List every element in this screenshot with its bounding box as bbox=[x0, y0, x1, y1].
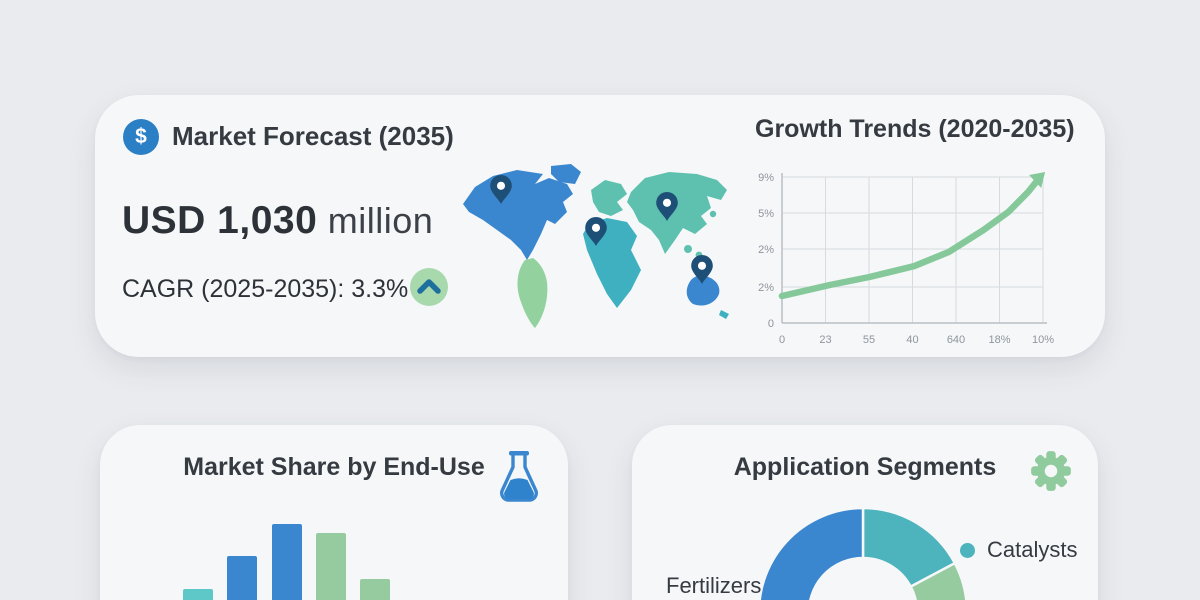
cagr-row: CAGR (2025-2035): 3.3% bbox=[122, 268, 448, 306]
svg-text:640: 640 bbox=[947, 334, 965, 346]
continent-north-america bbox=[463, 170, 573, 260]
cagr-label: CAGR (2025-2035): 3.3% bbox=[122, 275, 409, 303]
flask-icon bbox=[500, 451, 538, 502]
market-share-title: Market Share by End-Use bbox=[183, 453, 485, 481]
map-pin-asia bbox=[656, 191, 678, 221]
dollar-icon: $ bbox=[123, 119, 159, 155]
svg-text:5%: 5% bbox=[758, 208, 774, 220]
end-use-bar-5 bbox=[360, 578, 391, 600]
continent-asia bbox=[627, 172, 727, 254]
svg-text:0: 0 bbox=[779, 334, 785, 346]
end-use-bar-2 bbox=[227, 556, 258, 600]
legend-label-fertilizers: Fertilizers bbox=[666, 573, 762, 598]
map-pin-africa bbox=[585, 216, 607, 246]
legend-label-catalysts: Catalysts bbox=[987, 537, 1078, 562]
legend-item-fertilizers: Fertilizers bbox=[666, 573, 789, 599]
application-segments-title: Application Segments bbox=[733, 453, 997, 481]
map-pin-north-america bbox=[490, 174, 512, 204]
market-forecast-card: $ Market Forecast (2035) USD 1,030 milli… bbox=[95, 95, 1105, 357]
svg-text:23: 23 bbox=[819, 334, 831, 346]
chevron-up-icon bbox=[417, 279, 441, 294]
application-segments-card: Application Segments Fertilizers Catalys… bbox=[632, 425, 1098, 600]
forecast-value: USD 1,030 million bbox=[122, 199, 433, 243]
greenland bbox=[551, 164, 581, 184]
svg-text:2%: 2% bbox=[758, 282, 774, 294]
forecast-value-unit: million bbox=[317, 200, 434, 241]
svg-text:9%: 9% bbox=[758, 172, 774, 184]
dollar-glyph: $ bbox=[135, 125, 147, 148]
island-japan bbox=[709, 210, 717, 218]
svg-text:55: 55 bbox=[863, 334, 875, 346]
donut-segment-fertilizers bbox=[758, 507, 865, 600]
svg-text:0: 0 bbox=[768, 318, 774, 330]
forecast-value-amount: USD 1,030 bbox=[122, 199, 318, 242]
donut-segment-other-1 bbox=[908, 561, 968, 600]
island-sea-1 bbox=[684, 245, 692, 253]
world-map bbox=[463, 164, 729, 328]
continent-australia bbox=[686, 275, 720, 306]
end-use-bar-3 bbox=[271, 524, 302, 600]
legend-dot-catalysts bbox=[960, 542, 975, 558]
svg-text:2%: 2% bbox=[758, 244, 774, 256]
end-use-bar-4 bbox=[315, 533, 346, 600]
end-use-bar-1 bbox=[183, 588, 213, 600]
growth-trends-chart: 9% 5% 2% 2% 00 23 55 40 640 18% 10% bbox=[758, 172, 1054, 346]
svg-text:18%: 18% bbox=[988, 334, 1010, 346]
svg-text:10%: 10% bbox=[1032, 334, 1054, 346]
forecast-card-title: Market Forecast (2035) bbox=[172, 121, 454, 151]
svg-text:40: 40 bbox=[906, 334, 918, 346]
legend-item-catalysts: Catalysts bbox=[960, 537, 1077, 563]
legend-dot-fertilizers bbox=[773, 578, 789, 594]
island-new-zealand bbox=[719, 310, 729, 319]
continent-europe bbox=[591, 180, 627, 216]
end-use-bar-chart bbox=[180, 515, 510, 600]
continent-south-america bbox=[517, 258, 548, 328]
gear-icon bbox=[1031, 451, 1071, 491]
map-pins bbox=[490, 174, 713, 284]
growth-chart-title: Growth Trends (2020-2035) bbox=[755, 115, 1075, 143]
market-share-card: Market Share by End-Use bbox=[100, 425, 568, 600]
application-donut-chart bbox=[758, 507, 968, 600]
trend-up-icon bbox=[410, 268, 448, 306]
map-pin-australia bbox=[691, 254, 713, 284]
